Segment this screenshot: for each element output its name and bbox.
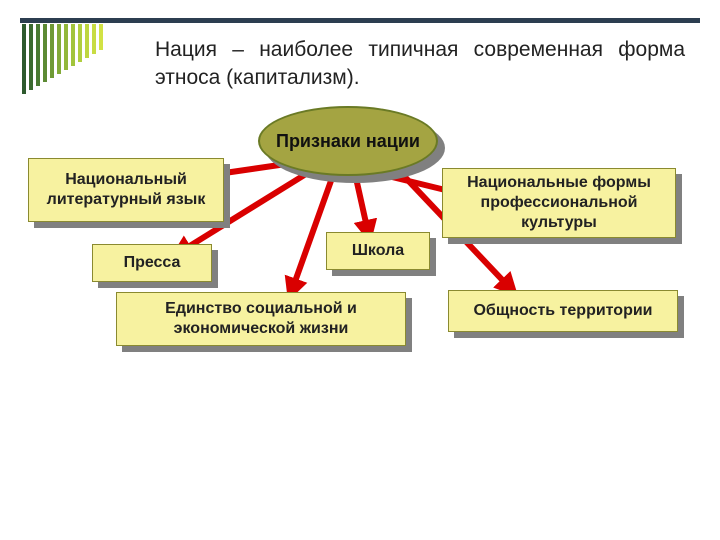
deco-bar: [85, 24, 89, 58]
center-node: Признаки нации: [258, 106, 438, 176]
deco-bar: [43, 24, 47, 82]
decorative-bars: [22, 24, 103, 94]
center-node-label: Признаки нации: [258, 106, 438, 176]
arrow: [356, 178, 368, 232]
node-territory: Общность территории: [448, 290, 678, 332]
node-school: Школа: [326, 232, 430, 270]
node-press-label: Пресса: [92, 244, 212, 282]
node-culture: Национальные формы профессиональной куль…: [442, 168, 676, 238]
node-lang-label: Национальный литературный язык: [28, 158, 224, 222]
deco-bar: [57, 24, 61, 74]
node-unity-label: Единство социальной и экономической жизн…: [116, 292, 406, 346]
deco-bar: [50, 24, 54, 78]
node-culture-label: Национальные формы профессиональной куль…: [442, 168, 676, 238]
node-unity: Единство социальной и экономической жизн…: [116, 292, 406, 346]
node-territory-label: Общность территории: [448, 290, 678, 332]
slide-heading: Нация – наиболее типичная современная фо…: [155, 36, 685, 93]
node-school-label: Школа: [326, 232, 430, 270]
deco-bar: [64, 24, 68, 70]
deco-bar: [36, 24, 40, 86]
node-press: Пресса: [92, 244, 212, 282]
slide: Нация – наиболее типичная современная фо…: [0, 0, 720, 540]
top-rule: [20, 18, 700, 23]
deco-bar: [71, 24, 75, 66]
deco-bar: [78, 24, 82, 62]
deco-bar: [99, 24, 103, 50]
node-lang: Национальный литературный язык: [28, 158, 224, 222]
deco-bar: [22, 24, 26, 94]
deco-bar: [92, 24, 96, 54]
deco-bar: [29, 24, 33, 90]
